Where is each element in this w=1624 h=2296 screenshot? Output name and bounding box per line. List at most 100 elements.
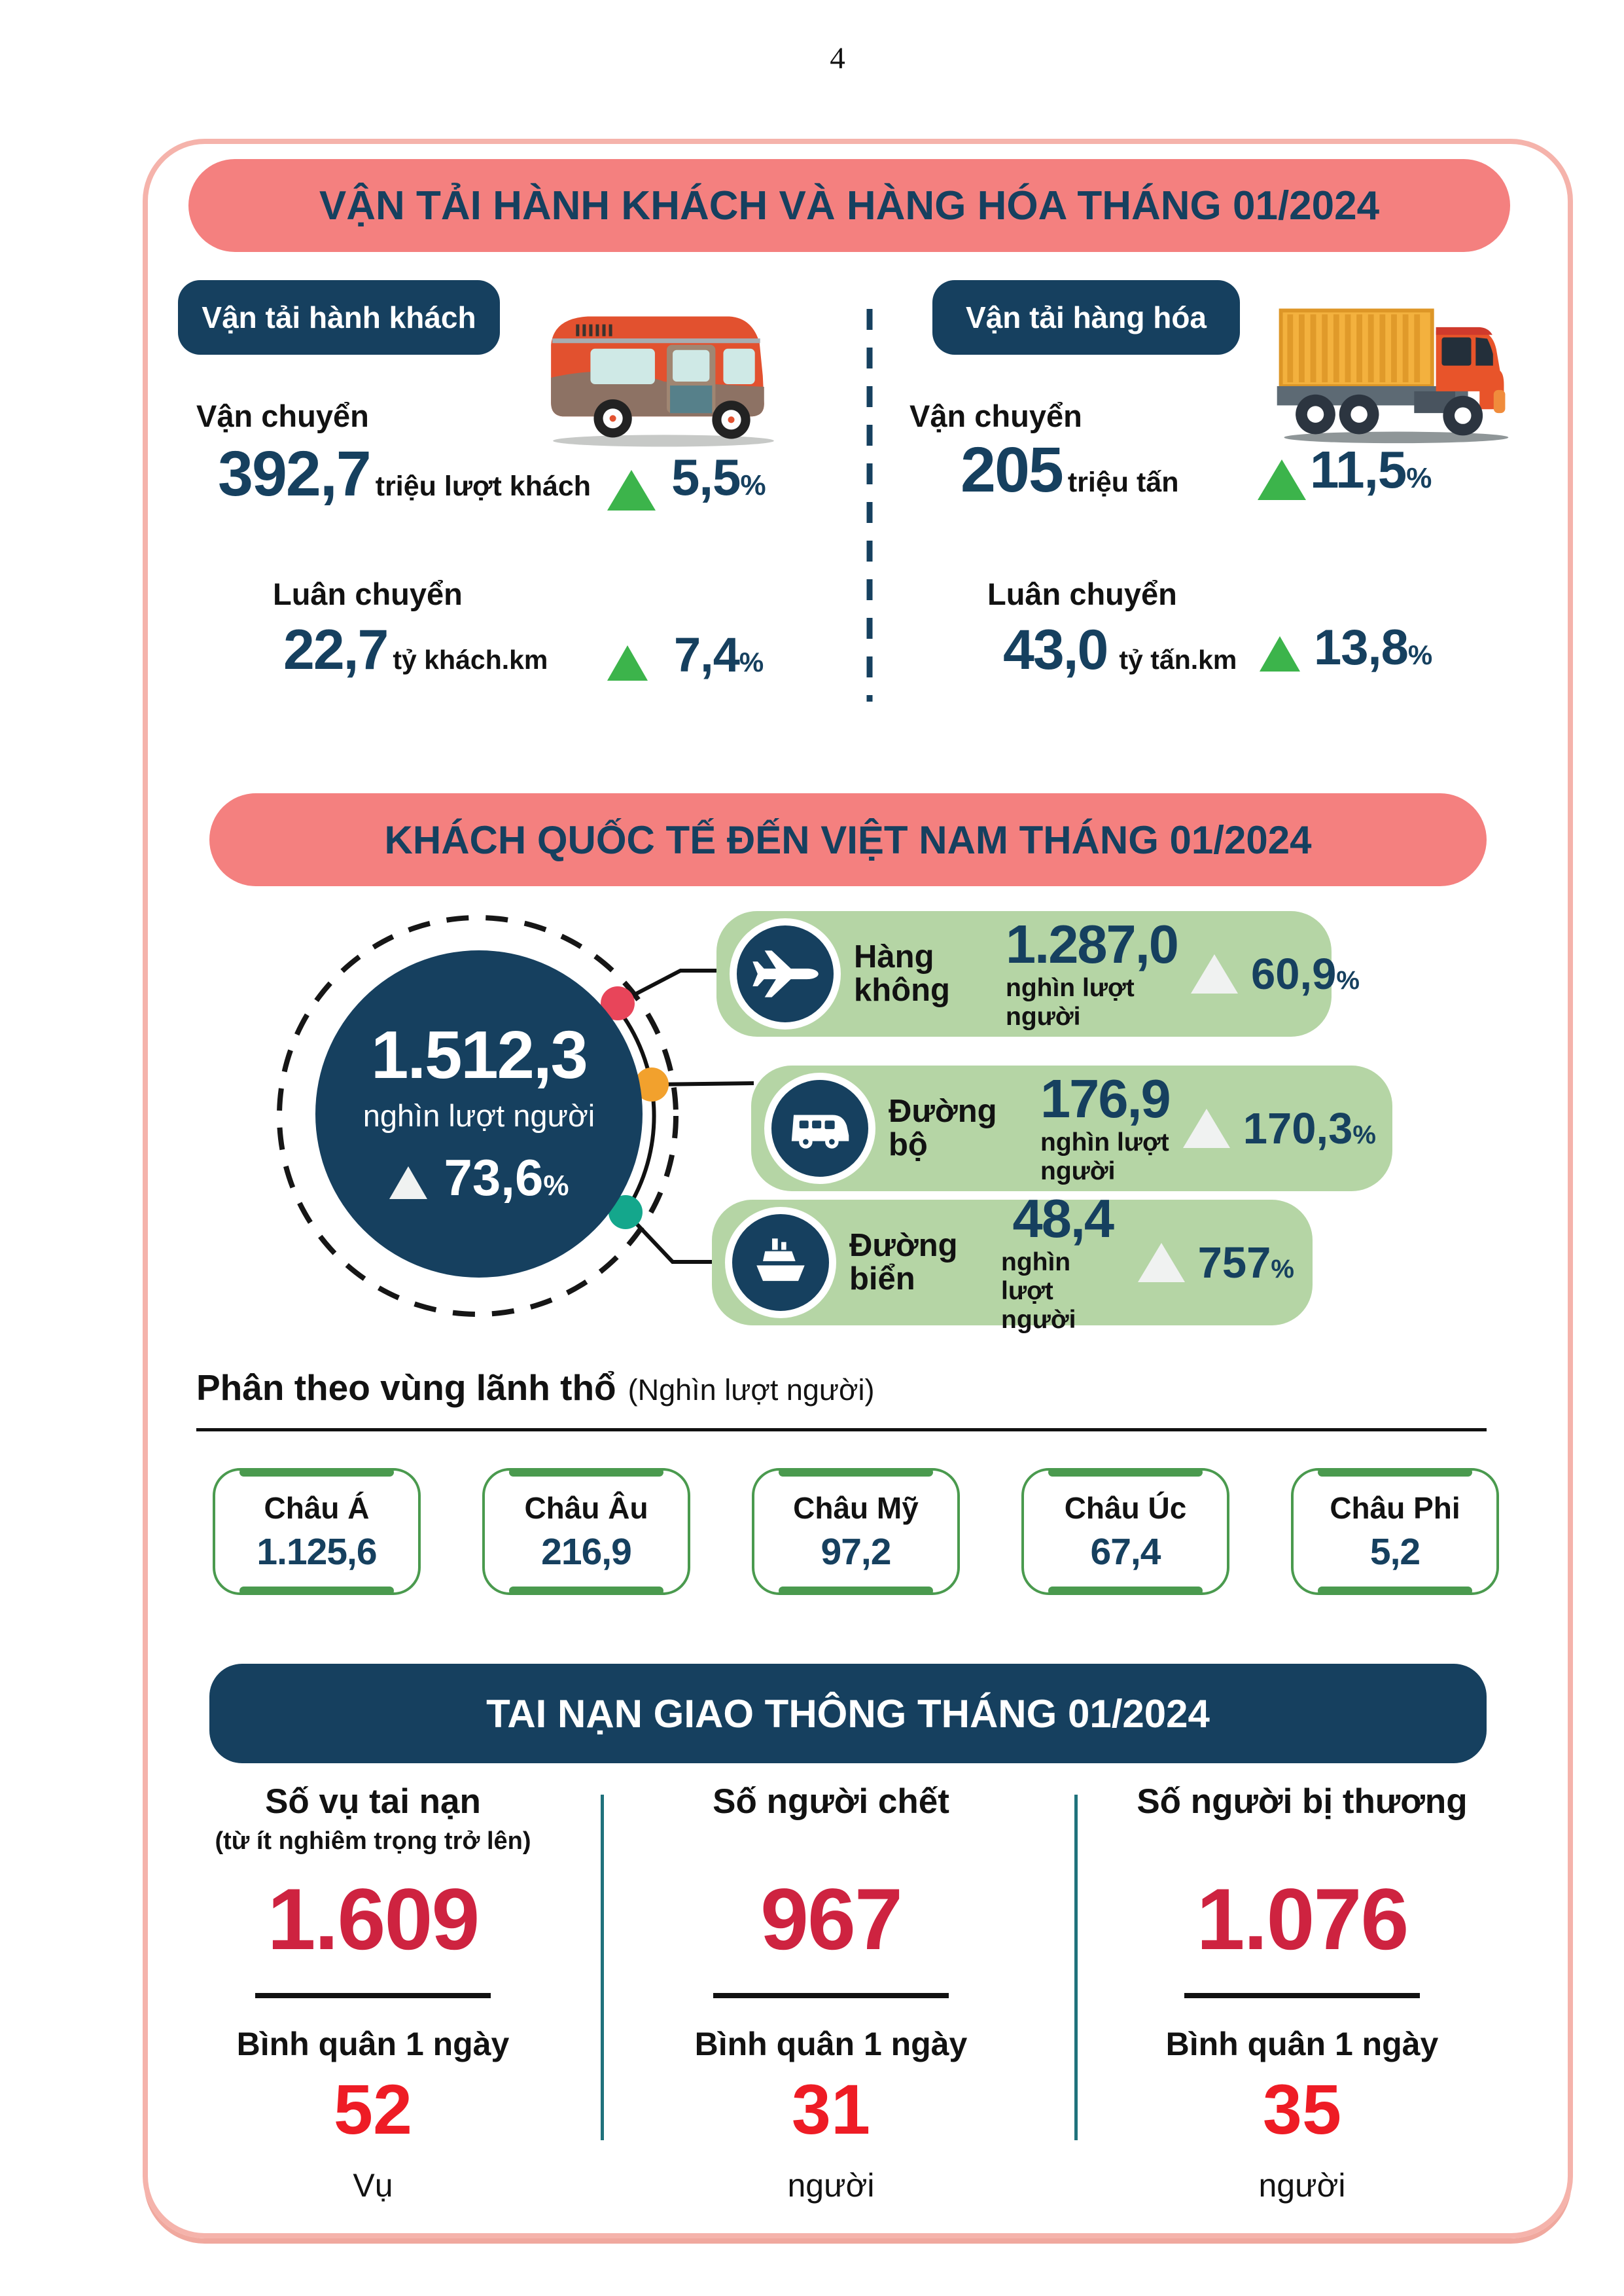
passenger-traffic-unit: tỷ khách.km — [393, 645, 548, 675]
up-triangle-icon — [1137, 1243, 1185, 1282]
region-name: Châu Á — [264, 1490, 370, 1525]
sea-connector-line — [624, 1210, 715, 1264]
freight-volume-change-value: 11,5 — [1310, 440, 1407, 499]
freight-traffic-change-suffix: % — [1407, 639, 1433, 670]
up-triangle-icon — [607, 645, 648, 681]
mode-card-air: Hàng không 1.287,0 nghìn lượt người 60,9… — [716, 911, 1360, 1037]
region-name: Châu Mỹ — [793, 1490, 919, 1525]
freight-volume-unit: triệu tấn — [1067, 467, 1179, 498]
truck-icon — [1277, 308, 1509, 444]
passenger-badge-label: Vận tải hành khách — [202, 300, 476, 334]
mode-card-sea: Đường biển 48,4 nghìn lượt người 757 % — [712, 1191, 1313, 1334]
mode-name: Đường biển — [849, 1227, 958, 1297]
mode-card-road: Đường bộ 176,9 nghìn lượt người 170,3 % — [751, 1066, 1392, 1191]
region-value: 1.125,6 — [256, 1530, 377, 1573]
mode-value: 176,9 — [1040, 1067, 1171, 1129]
region-box-asia: Châu Á 1.125,6 — [213, 1468, 421, 1595]
green-cap — [239, 1587, 394, 1595]
freight-badge-label: Vận tải hàng hóa — [965, 300, 1207, 334]
green-cap — [239, 1468, 394, 1477]
region-name: Châu Phi — [1330, 1490, 1460, 1525]
mode-change-suffix: % — [1336, 965, 1360, 995]
region-box-america: Châu Mỹ 97,2 — [752, 1468, 960, 1595]
freight-volume-value: 205 — [961, 434, 1064, 505]
accident-col-injuries: Số người bị thương 1.076 Bình quân 1 ngà… — [1086, 1782, 1518, 2214]
accident-total: 1.609 — [267, 1871, 480, 1968]
visitors-connector-graphic — [249, 887, 798, 1345]
green-cap — [509, 1587, 663, 1595]
section1-header: VẬN TẢI HÀNH KHÁCH VÀ HÀNG HÓA THÁNG 01/… — [188, 159, 1510, 252]
passenger-traffic-change-value: 7,4 — [674, 628, 740, 682]
passenger-traffic-change: 7,4 % — [674, 627, 764, 683]
accident-title: Số người bị thương — [1137, 1782, 1468, 1821]
accident-col-deaths: Số người chết 967 Bình quân 1 ngày 31 ng… — [622, 1782, 1040, 2214]
freight-volume-change-suffix: % — [1406, 462, 1432, 494]
green-cap — [1318, 1468, 1472, 1477]
green-cap — [1048, 1468, 1203, 1477]
freight-traffic-label: Luân chuyển — [987, 577, 1177, 611]
region-name: Châu Âu — [524, 1490, 648, 1525]
passenger-volume-value: 392,7 — [218, 438, 372, 509]
section2-title: KHÁCH QUỐC TẾ ĐẾN VIỆT NAM THÁNG 01/2024 — [384, 817, 1312, 862]
region-box-africa: Châu Phi 5,2 — [1291, 1468, 1499, 1595]
bus-icon — [551, 316, 774, 447]
passenger-badge: Vận tải hành khách — [178, 280, 500, 355]
up-triangle-icon — [389, 1166, 427, 1199]
up-triangle-icon — [1258, 459, 1306, 500]
green-cap — [1048, 1587, 1203, 1595]
page-number: 4 — [830, 41, 845, 75]
accident-total: 1.076 — [1196, 1871, 1409, 1968]
accident-avg-unit: người — [1258, 2167, 1346, 2204]
sea-dot — [609, 1195, 643, 1229]
visitors-total-change: 73,6 — [444, 1148, 544, 1206]
section3-header: TAI NẠN GIAO THÔNG THÁNG 01/2024 — [209, 1664, 1487, 1763]
accident-avg-value: 35 — [1262, 2070, 1342, 2149]
accident-total: 967 — [760, 1871, 903, 1968]
green-cap — [1318, 1587, 1472, 1595]
van-icon — [764, 1073, 875, 1184]
passenger-traffic-label: Luân chuyển — [273, 577, 463, 611]
passenger-volume-change: 5,5 % — [671, 448, 766, 507]
bus-illustration — [535, 306, 792, 452]
accident-vertical-divider — [1074, 1795, 1078, 2140]
accident-title: Số người chết — [713, 1782, 949, 1821]
freight-badge: Vận tải hàng hóa — [932, 280, 1240, 355]
mode-name: Đường bộ — [889, 1093, 997, 1162]
passenger-volume-change-value: 5,5 — [671, 448, 741, 506]
passenger-volume-value-row: 392,7 triệu lượt khách — [218, 437, 591, 511]
accident-avg-label: Bình quân 1 ngày — [1165, 2026, 1439, 2062]
freight-traffic-change: 13,8 % — [1314, 619, 1432, 676]
visitors-total-value: 1.512,3 — [371, 1016, 588, 1092]
accident-avg-label: Bình quân 1 ngày — [694, 2026, 968, 2062]
connector-arc — [614, 1005, 656, 1213]
mode-value: 1.287,0 — [1006, 913, 1179, 975]
accident-divider-line — [1086, 1990, 1518, 2001]
accident-avg-unit: Vụ — [353, 2167, 393, 2204]
air-dot — [601, 986, 635, 1020]
ship-icon — [725, 1207, 836, 1318]
visitors-total-change-suffix: % — [543, 1169, 569, 1202]
region-name: Châu Úc — [1064, 1490, 1187, 1525]
regions-heading: Phân theo vùng lãnh thổ (Nghìn lượt ngườ… — [196, 1367, 875, 1408]
accident-avg-unit: người — [787, 2167, 875, 2204]
passenger-traffic-change-suffix: % — [739, 647, 764, 677]
freight-traffic-value-row: 43,0 tỷ tấn.km — [1003, 618, 1237, 683]
air-connector-line — [616, 969, 722, 1005]
plane-icon — [730, 918, 841, 1030]
accident-avg-label: Bình quân 1 ngày — [236, 2026, 510, 2062]
mode-change-suffix: % — [1352, 1120, 1376, 1149]
region-value: 67,4 — [1090, 1530, 1161, 1573]
accident-vertical-divider — [601, 1795, 604, 2140]
regions-heading-note: (Nghìn lượt người) — [627, 1373, 875, 1407]
passenger-traffic-value: 22,7 — [283, 619, 389, 681]
region-value: 97,2 — [821, 1530, 892, 1573]
freight-traffic-change-value: 13,8 — [1314, 620, 1409, 675]
region-box-europe: Châu Âu 216,9 — [482, 1468, 690, 1595]
section1-title: VẬN TẢI HÀNH KHÁCH VÀ HÀNG HÓA THÁNG 01/… — [319, 183, 1380, 228]
mode-name: Hàng không — [854, 939, 950, 1008]
regions-underline — [196, 1428, 1487, 1431]
road-connector-line — [651, 1081, 754, 1086]
page-frame — [143, 139, 1573, 2238]
accident-col-cases: Số vụ tai nạn (từ ít nghiêm trọng trở lê… — [164, 1782, 582, 2214]
accident-divider-line — [622, 1990, 1040, 2001]
